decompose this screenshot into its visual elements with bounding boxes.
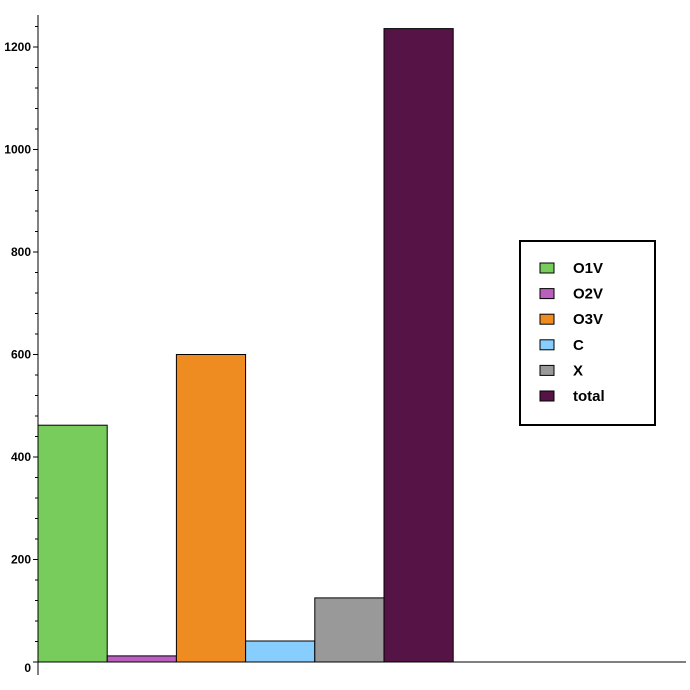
legend-swatch-o2v xyxy=(539,288,555,300)
legend-swatch-c xyxy=(539,339,555,351)
legend-swatch-x xyxy=(539,364,555,376)
legend-label-o2v: O2V xyxy=(573,286,603,303)
legend-label-c: C xyxy=(573,337,584,354)
y-tick-label: 1000 xyxy=(4,143,31,157)
bar-o2v xyxy=(106,655,177,663)
legend-label-x: X xyxy=(573,362,583,379)
bar-total xyxy=(383,28,454,663)
legend-swatch-total xyxy=(539,390,555,402)
axes-group xyxy=(37,15,686,675)
legend-swatch-o3v xyxy=(539,313,555,325)
y-tick-label: 800 xyxy=(11,245,31,259)
bar-o1v xyxy=(37,424,108,663)
y-axis-ticks: 0 200 400 600 800 1000 1200 xyxy=(4,26,38,675)
bar-x xyxy=(314,597,385,663)
bars-group xyxy=(37,28,454,663)
legend-label-o1v: O1V xyxy=(573,260,603,277)
bar-c xyxy=(245,640,316,663)
bar-o3v xyxy=(175,354,247,663)
legend-label-total: total xyxy=(573,388,605,405)
y-tick-label: 0 xyxy=(24,661,31,675)
legend-swatch-o1v xyxy=(539,262,555,274)
y-tick-label: 1200 xyxy=(4,40,31,54)
y-tick-label: 200 xyxy=(11,553,31,567)
legend-label-o3v: O3V xyxy=(573,311,603,328)
y-tick-label: 400 xyxy=(11,450,31,464)
y-tick-label: 600 xyxy=(11,348,31,362)
